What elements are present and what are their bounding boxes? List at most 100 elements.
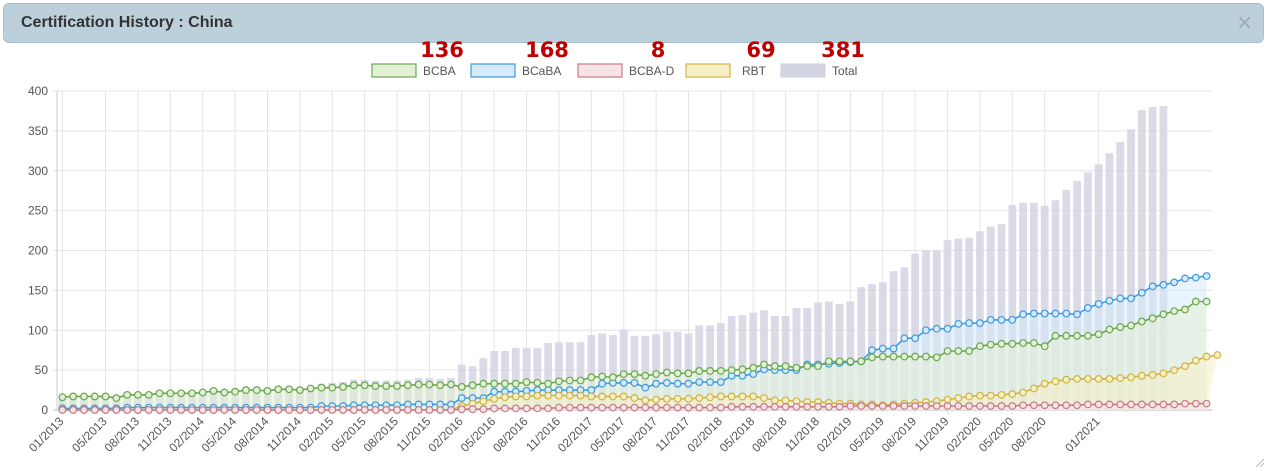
total-bar: [1008, 205, 1017, 410]
rbt-point: [1116, 374, 1125, 383]
rbt-point: [1202, 352, 1211, 361]
bcbad-point: [619, 403, 628, 412]
x-tick-label: 08/2018: [749, 414, 790, 455]
bcbad-point: [533, 404, 542, 413]
bcbad-point: [101, 406, 110, 414]
bcbad-point: [80, 406, 88, 414]
bcba-point: [544, 379, 553, 388]
bcbad-point: [684, 403, 693, 412]
bcbad-point: [922, 402, 930, 410]
total-bar: [1073, 181, 1081, 410]
bcaba-point: [641, 383, 650, 392]
bcaba-point: [1051, 309, 1060, 318]
bcaba-point: [716, 378, 725, 386]
bcbad-point: [436, 406, 445, 414]
y-tick-label: 100: [28, 323, 48, 337]
bcba-point: [997, 339, 1006, 348]
bcbad-point: [339, 406, 347, 414]
bcbad-point: [609, 403, 617, 412]
bcaba-point: [598, 379, 607, 388]
bcba-point: [911, 352, 920, 361]
bcba-point: [242, 386, 250, 394]
bcaba-point: [1029, 309, 1038, 318]
bcba-point: [490, 379, 499, 388]
rbt-point: [986, 391, 995, 400]
bcba-point: [835, 357, 844, 366]
bcba-point: [425, 380, 434, 389]
rbt-point: [511, 392, 520, 401]
bcbad-point: [965, 402, 974, 410]
bcba-point: [69, 392, 78, 401]
bcbad-point: [1094, 400, 1103, 409]
bcbad-point: [414, 406, 423, 414]
bcba-point: [781, 362, 790, 371]
bcba-point: [868, 353, 876, 362]
bcba-point: [112, 394, 121, 402]
bcaba-point: [695, 378, 704, 386]
bcaba-point: [1137, 288, 1146, 297]
bcaba-point: [1191, 273, 1200, 282]
bcba-point: [1137, 317, 1146, 326]
total-bar: [803, 307, 812, 410]
rbt-point: [738, 392, 747, 401]
bcbad-point: [198, 406, 207, 414]
close-icon[interactable]: ×: [1236, 10, 1253, 34]
bcba-point: [630, 370, 639, 379]
bcba-point: [555, 377, 563, 386]
rbt-point: [533, 391, 542, 400]
bcbad-point: [932, 402, 941, 410]
bcba-point: [414, 380, 423, 389]
bcbad-point: [447, 406, 455, 414]
resize-handle-icon[interactable]: [1254, 457, 1264, 467]
x-tick-label: 01/2013: [26, 414, 67, 455]
rbt-point: [1213, 351, 1222, 359]
bcbad-point: [900, 402, 909, 410]
bcbad-point: [90, 406, 99, 414]
bcbad-point: [706, 403, 714, 412]
total-bar: [511, 347, 520, 410]
rbt-point: [587, 392, 596, 401]
bcaba-point: [619, 378, 628, 387]
bcba-point: [393, 382, 401, 390]
bcba-point: [673, 369, 682, 378]
bcba-point: [1105, 325, 1114, 334]
bcba-point: [58, 393, 67, 402]
bcbad-point: [846, 402, 855, 410]
total-bar: [598, 333, 607, 410]
total-bar: [565, 342, 574, 410]
rbt-point: [943, 395, 952, 404]
bcaba-point: [943, 324, 952, 333]
total-bar: [716, 323, 725, 410]
total-bar: [544, 343, 553, 410]
bcba-point: [576, 376, 585, 385]
bcaba-point: [868, 346, 876, 355]
rbt-point: [954, 394, 963, 402]
bcba-point: [1029, 339, 1038, 347]
bcbad-point: [814, 402, 822, 411]
bcba-point: [511, 379, 520, 388]
bcaba-point: [587, 386, 596, 394]
bcaba-point: [706, 378, 714, 386]
bcaba-point: [738, 371, 747, 380]
x-tick-label: 08/2016: [490, 414, 531, 455]
rbt-point: [727, 392, 736, 401]
x-tick-label: 05/2018: [717, 414, 758, 455]
bcbad-point: [188, 406, 196, 414]
bcaba-point: [1159, 280, 1168, 289]
bcba-point: [155, 389, 164, 398]
bcba-point: [943, 347, 952, 355]
bcbad-point: [986, 402, 995, 410]
bcba-point: [382, 382, 391, 390]
x-tick-label: 08/2014: [231, 414, 272, 455]
rbt-point: [619, 392, 628, 401]
x-tick-label: 05/2019: [846, 414, 887, 455]
legend-swatch-rbt: [685, 63, 731, 78]
total-bar: [1127, 129, 1135, 410]
bcba-point: [1094, 330, 1103, 339]
legend-swatch-bcbad: [577, 63, 623, 78]
bcbad-point: [976, 402, 984, 410]
bcba-point: [436, 381, 445, 390]
bcaba-point: [932, 324, 941, 333]
bcba-point: [1159, 310, 1168, 319]
bcaba-point: [965, 319, 974, 327]
